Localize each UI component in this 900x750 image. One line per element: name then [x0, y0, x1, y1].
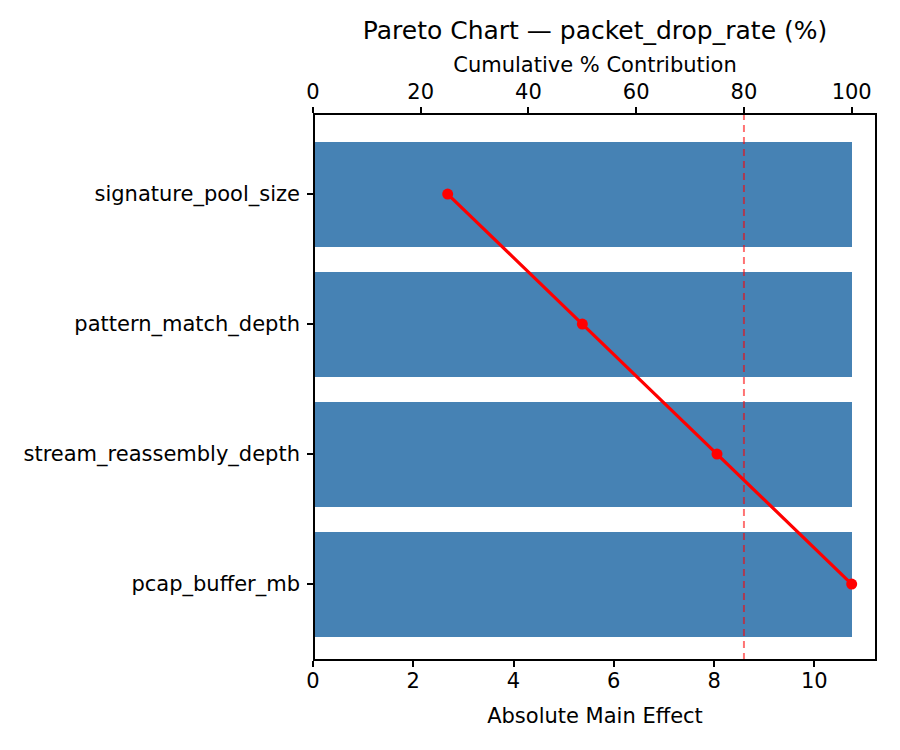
- bottom-tick-mark: [312, 661, 314, 667]
- cumulative-point-100: [846, 579, 857, 590]
- bottom-tick-label: 10: [801, 669, 828, 693]
- top-tick-label: 100: [832, 80, 872, 104]
- top-tick-label: 80: [731, 80, 758, 104]
- cumulative-line-overlay: [313, 113, 877, 661]
- top-axis-label: Cumulative % Contribution: [313, 53, 877, 78]
- bottom-tick-label: 8: [707, 669, 720, 693]
- bottom-tick-label: 2: [407, 669, 420, 693]
- y-tick-label-pcap_buffer_mb: pcap_buffer_mb: [131, 572, 300, 596]
- bottom-tick-label: 6: [607, 669, 620, 693]
- y-tick-label-signature_pool_size: signature_pool_size: [95, 182, 301, 206]
- top-tick-label: 40: [515, 80, 542, 104]
- plot-area: [313, 113, 877, 661]
- chart-title: Pareto Chart — packet_drop_rate (%): [313, 16, 877, 46]
- top-tick-label: 60: [623, 80, 650, 104]
- top-tick-label: 0: [306, 80, 319, 104]
- bottom-tick-label: 0: [306, 669, 319, 693]
- cumulative-point-25: [442, 189, 453, 200]
- pareto-chart-figure: Pareto Chart — packet_drop_rate (%) Cumu…: [0, 0, 900, 750]
- cumulative-point-50: [577, 319, 588, 330]
- bottom-tick-mark: [513, 661, 515, 667]
- bottom-tick-label: 4: [507, 669, 520, 693]
- bottom-tick-mark: [713, 661, 715, 667]
- cumulative-point-75: [712, 449, 723, 460]
- y-tick-label-stream_reassembly_depth: stream_reassembly_depth: [23, 442, 300, 466]
- cumulative-line: [448, 194, 852, 584]
- bottom-tick-mark: [613, 661, 615, 667]
- bottom-axis-label: Absolute Main Effect: [313, 704, 877, 729]
- bottom-tick-mark: [813, 661, 815, 667]
- y-tick-label-pattern_match_depth: pattern_match_depth: [74, 312, 300, 336]
- bottom-tick-mark: [412, 661, 414, 667]
- top-tick-label: 20: [407, 80, 434, 104]
